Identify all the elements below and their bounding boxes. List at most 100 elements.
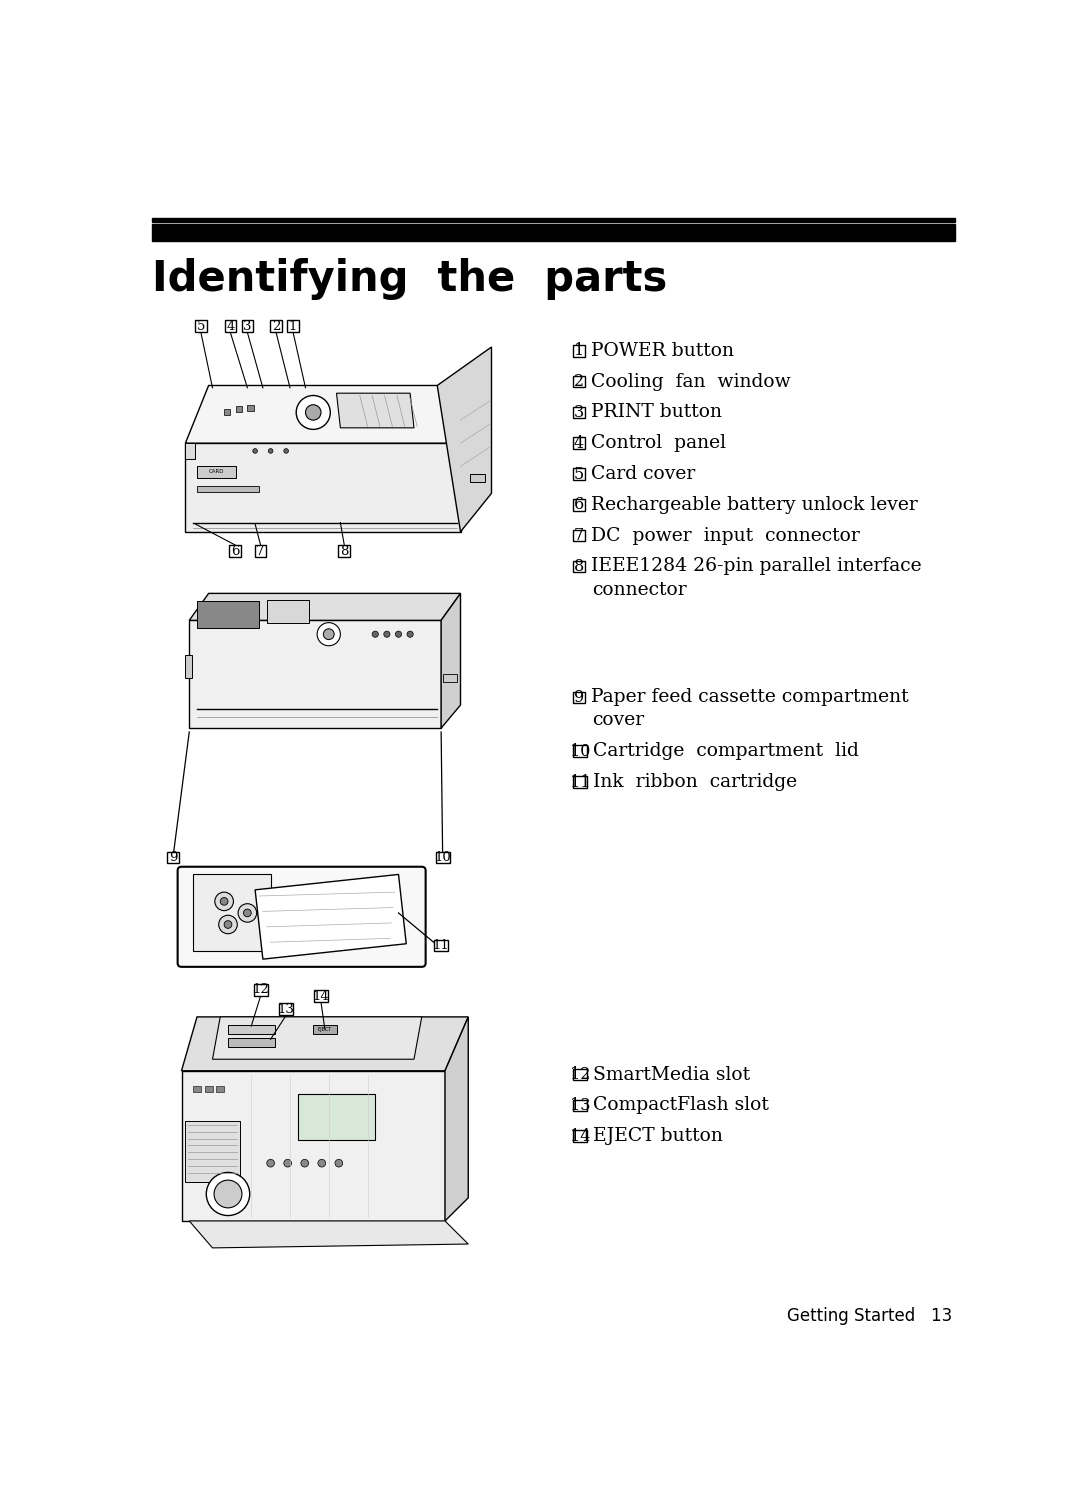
Bar [197,485,259,491]
Polygon shape [181,1018,469,1070]
Circle shape [238,904,257,922]
Text: 13: 13 [569,1096,590,1114]
FancyBboxPatch shape [242,321,253,333]
FancyBboxPatch shape [229,546,241,556]
Text: 12: 12 [569,1066,590,1083]
FancyBboxPatch shape [572,691,584,703]
Text: 1: 1 [289,319,297,333]
FancyBboxPatch shape [572,407,584,419]
FancyBboxPatch shape [225,321,237,333]
Circle shape [306,405,321,420]
FancyBboxPatch shape [434,939,448,951]
Text: 9: 9 [168,851,177,863]
Text: Cartridge  compartment  lid: Cartridge compartment lid [593,742,859,761]
Text: IEEE1284 26-pin parallel interface: IEEE1284 26-pin parallel interface [591,558,921,576]
FancyBboxPatch shape [572,1099,586,1111]
Circle shape [220,898,228,906]
Circle shape [395,631,402,637]
FancyBboxPatch shape [572,376,584,387]
Text: 8: 8 [340,544,349,558]
Circle shape [335,1160,342,1167]
Circle shape [214,1181,242,1208]
Polygon shape [213,1018,422,1060]
Bar [186,443,194,458]
FancyBboxPatch shape [572,561,584,572]
FancyBboxPatch shape [270,321,282,333]
FancyBboxPatch shape [572,469,584,479]
Text: 11: 11 [569,774,590,791]
Text: 5: 5 [197,319,205,333]
Text: 10: 10 [434,851,451,863]
Polygon shape [193,874,271,951]
Text: Identifying  the  parts: Identifying the parts [152,259,667,301]
Polygon shape [181,1070,445,1222]
Text: SmartMedia slot: SmartMedia slot [593,1066,751,1084]
FancyBboxPatch shape [167,851,179,863]
Text: Paper feed cassette compartment: Paper feed cassette compartment [591,688,908,706]
FancyBboxPatch shape [435,851,449,863]
Text: Control  panel: Control panel [591,434,726,452]
FancyBboxPatch shape [195,321,206,333]
Polygon shape [189,620,441,729]
Text: 11: 11 [433,939,449,951]
Text: 1: 1 [573,342,584,360]
Bar [228,1037,274,1046]
FancyBboxPatch shape [572,529,584,541]
Text: 14: 14 [569,1128,590,1145]
Text: 3: 3 [573,404,584,420]
Text: 7: 7 [256,544,265,558]
FancyBboxPatch shape [572,745,586,758]
Bar [235,407,242,413]
Bar [216,1086,225,1092]
Text: 8: 8 [573,558,584,575]
Circle shape [373,631,378,637]
Text: 6: 6 [573,496,584,514]
Bar [298,1093,375,1140]
FancyBboxPatch shape [279,1004,293,1015]
Polygon shape [186,386,460,443]
FancyBboxPatch shape [572,345,584,357]
Text: Card cover: Card cover [591,466,694,482]
Circle shape [301,1160,309,1167]
Circle shape [318,623,340,646]
Circle shape [267,1160,274,1167]
FancyBboxPatch shape [177,866,426,966]
Circle shape [268,449,273,454]
FancyBboxPatch shape [314,990,328,1002]
FancyBboxPatch shape [572,437,584,449]
Text: CARD: CARD [208,469,225,475]
Polygon shape [186,443,460,532]
Bar [247,405,254,411]
Text: 6: 6 [231,544,240,558]
FancyBboxPatch shape [572,776,586,788]
Text: EJECT: EJECT [318,1027,332,1031]
FancyBboxPatch shape [572,499,584,511]
Circle shape [225,921,232,928]
Polygon shape [441,593,460,729]
Bar [313,1025,337,1034]
Bar [197,466,235,478]
FancyBboxPatch shape [572,1131,586,1142]
Text: Cooling  fan  window: Cooling fan window [591,372,791,390]
Polygon shape [189,593,460,620]
Circle shape [215,892,233,910]
Text: 3: 3 [243,319,252,333]
Circle shape [206,1172,249,1216]
FancyBboxPatch shape [287,321,299,333]
Text: 4: 4 [573,435,584,452]
Text: cover: cover [592,712,645,729]
Bar [443,674,457,682]
Bar [225,408,230,414]
Text: 12: 12 [252,983,269,996]
Circle shape [284,449,288,454]
Text: EJECT button: EJECT button [593,1128,723,1145]
Text: 5: 5 [573,466,584,482]
Text: 13: 13 [278,1002,295,1016]
Text: 4: 4 [226,319,234,333]
Polygon shape [255,874,406,959]
Text: Getting Started   13: Getting Started 13 [787,1306,953,1325]
Text: Rechargeable battery unlock lever: Rechargeable battery unlock lever [591,496,917,514]
FancyBboxPatch shape [255,546,267,556]
Bar [152,218,955,222]
Text: CompactFlash slot: CompactFlash slot [593,1096,769,1114]
